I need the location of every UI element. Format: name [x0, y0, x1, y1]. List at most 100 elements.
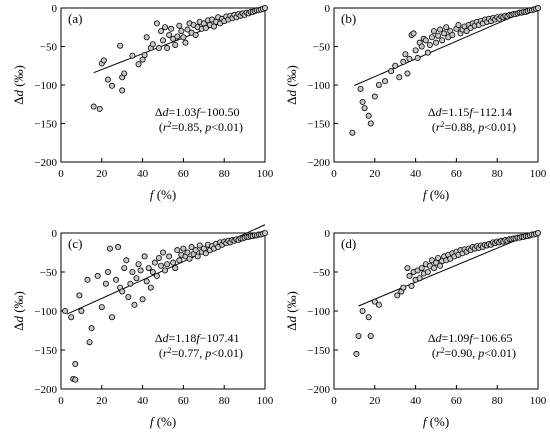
data-point: [192, 247, 199, 254]
data-point: [435, 254, 442, 261]
data-point: [406, 272, 413, 279]
data-point: [418, 43, 425, 50]
data-point: [261, 5, 268, 11]
data-point: [170, 259, 177, 266]
data-point: [153, 20, 160, 27]
regression-equation: Δd=1.03f−100.50: [155, 105, 240, 119]
y-tick-label: −200: [307, 157, 330, 169]
y-tick-label: −150: [307, 345, 330, 357]
data-point: [424, 49, 431, 56]
regression-stats: (r2=0.85, p<0.01): [159, 119, 243, 134]
y-tick-label: 0: [325, 228, 331, 240]
data-point: [365, 112, 372, 119]
data-point: [430, 28, 437, 35]
data-point: [375, 301, 382, 308]
data-point: [435, 32, 442, 39]
data-point: [416, 275, 423, 282]
x-tick-label: 100: [257, 168, 274, 180]
y-axis-label: Δd (‰): [284, 65, 299, 105]
data-point: [72, 376, 79, 383]
chart-panel-1: 0 20 40 60 80 100 −200 −150 −100 −50 0 f (%) Δd (‰) (…: [11, 3, 274, 202]
x-tick-label: 20: [96, 168, 108, 180]
data-point: [404, 70, 411, 77]
data-point: [443, 24, 450, 31]
data-point: [182, 39, 189, 46]
data-point: [119, 288, 126, 295]
data-point: [371, 93, 378, 100]
y-tick-label: −200: [34, 157, 57, 169]
data-point: [100, 57, 107, 64]
data-point: [123, 257, 130, 264]
y-tick-label: −50: [313, 42, 331, 54]
x-axis-label: f (%): [423, 187, 449, 202]
x-tick-label: 40: [410, 168, 422, 180]
y-tick-label: −200: [34, 384, 57, 396]
data-point: [381, 78, 388, 85]
data-point: [129, 52, 136, 59]
data-point: [151, 259, 158, 266]
data-point: [147, 284, 154, 291]
x-tick-label: 60: [451, 168, 463, 180]
x-tick-label: 0: [58, 168, 64, 180]
y-axis-label: Δd (‰): [284, 291, 299, 331]
regression-stats: (r2=0.77, p<0.01): [159, 346, 243, 361]
data-point: [184, 249, 191, 256]
data-point: [135, 261, 142, 268]
data-point: [437, 26, 444, 33]
data-point: [174, 33, 181, 40]
data-point: [155, 45, 162, 52]
regression-line: [354, 5, 539, 86]
data-point: [127, 280, 134, 287]
data-point: [104, 76, 111, 83]
data-point: [121, 265, 128, 272]
regression-line: [358, 230, 539, 307]
data-point: [410, 30, 417, 37]
y-tick-label: −150: [34, 119, 57, 131]
data-point: [145, 265, 152, 272]
data-point: [135, 61, 142, 68]
data-point: [355, 332, 362, 339]
data-point: [149, 41, 156, 48]
x-tick-label: 40: [410, 395, 422, 407]
data-point: [157, 28, 164, 35]
x-tick-label: 80: [492, 168, 504, 180]
y-tick-label: −100: [307, 80, 330, 92]
data-point: [117, 42, 124, 49]
data-point: [400, 58, 407, 65]
y-tick-label: −150: [34, 345, 57, 357]
data-point: [441, 30, 448, 37]
data-point: [72, 361, 79, 368]
data-point: [394, 292, 401, 299]
panel-label: (b): [341, 11, 356, 26]
data-point: [349, 129, 356, 136]
data-point: [153, 272, 160, 279]
x-tick-label: 60: [178, 168, 190, 180]
data-point: [404, 265, 411, 272]
data-point: [202, 25, 209, 32]
data-point: [359, 98, 366, 105]
data-point: [414, 55, 421, 62]
data-point: [396, 74, 403, 81]
data-point: [139, 296, 146, 303]
y-tick-label: −50: [40, 267, 58, 279]
data-point: [426, 41, 433, 48]
x-axis-label: f (%): [150, 414, 176, 429]
data-point: [88, 325, 95, 332]
data-point: [176, 22, 183, 29]
data-point: [109, 82, 116, 89]
data-point: [428, 34, 435, 41]
x-tick-label: 40: [137, 395, 149, 407]
data-point: [133, 275, 140, 282]
data-point: [353, 350, 360, 357]
data-point: [186, 255, 193, 262]
data-point: [76, 292, 83, 299]
data-point: [94, 272, 101, 279]
y-axis-label: Δd (‰): [11, 291, 26, 331]
x-tick-label: 0: [58, 395, 64, 407]
data-point: [172, 265, 179, 272]
data-point: [106, 245, 113, 252]
x-tick-label: 100: [530, 168, 547, 180]
x-tick-label: 100: [257, 395, 274, 407]
data-point: [424, 268, 431, 275]
